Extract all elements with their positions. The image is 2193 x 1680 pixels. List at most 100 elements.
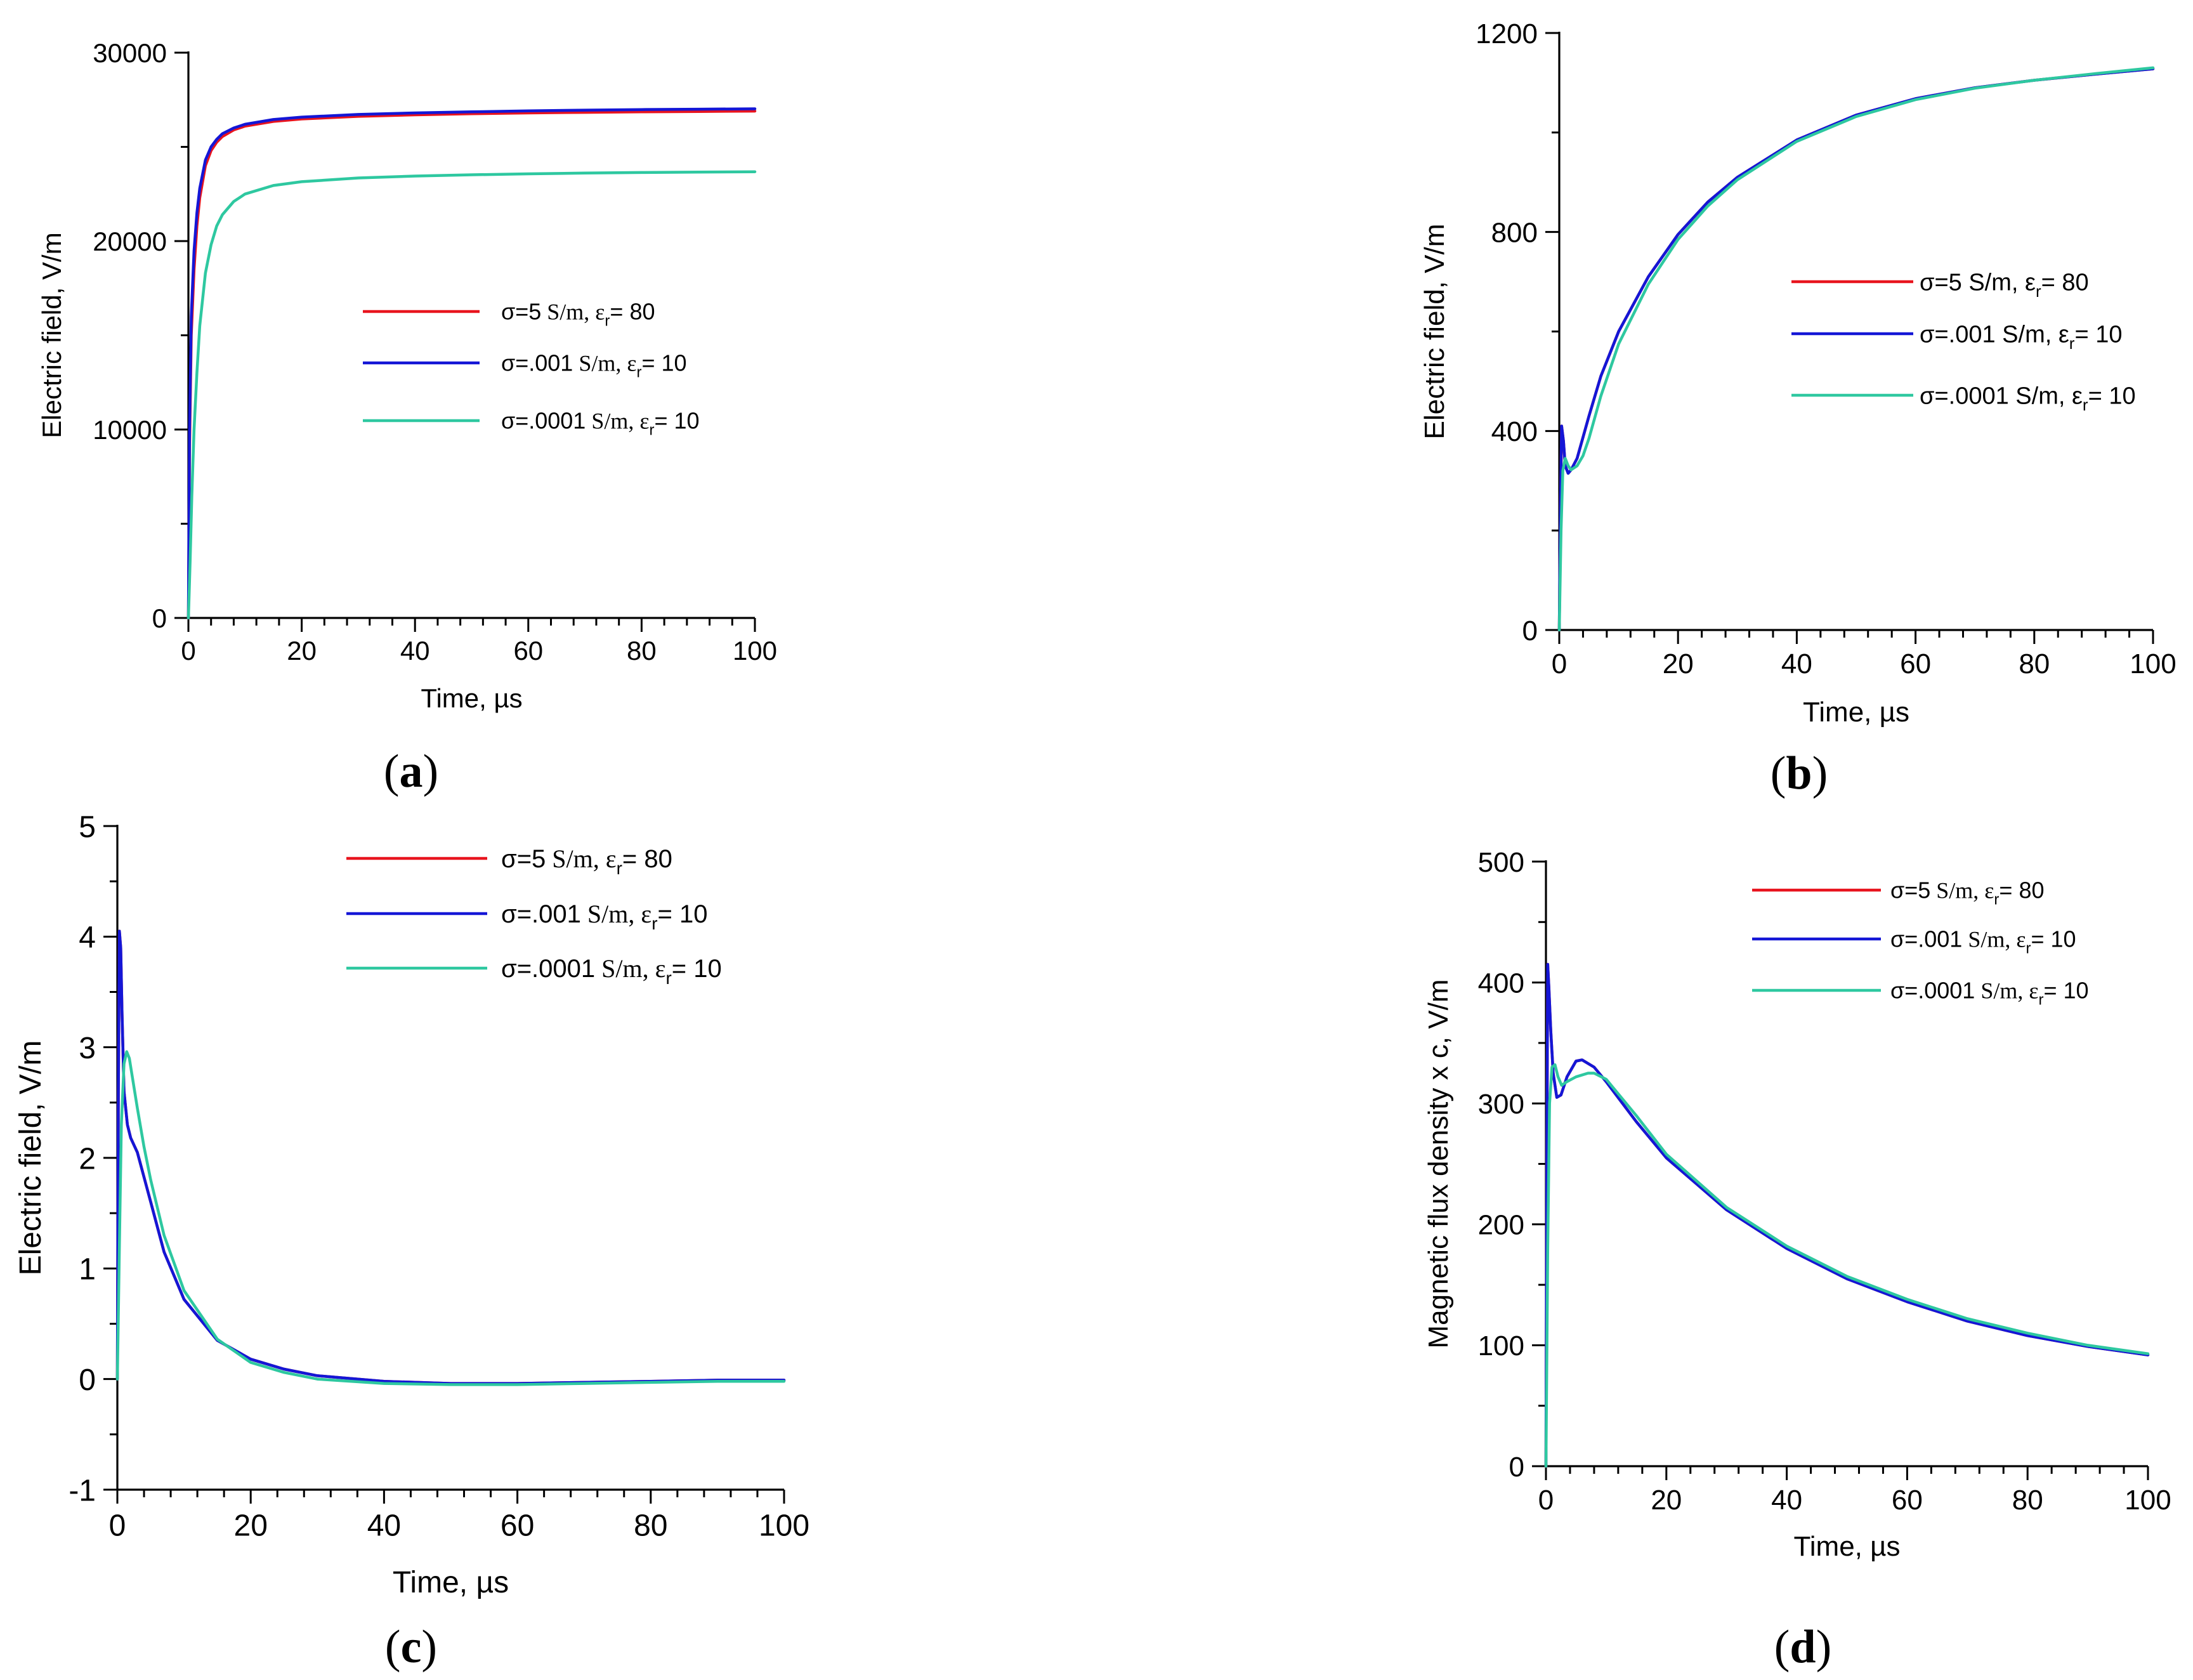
y-tick-label: -1	[69, 1474, 96, 1507]
panel-label-open: (	[385, 1621, 401, 1673]
legend-symbol: σ=.0001	[1920, 383, 2009, 409]
x-tick-label: 0	[181, 636, 195, 666]
y-tick-label: 200	[1478, 1210, 1524, 1241]
panel-label-close: )	[423, 745, 439, 797]
y-tick-label: 0	[152, 603, 167, 633]
legend-value: = 10	[655, 408, 700, 434]
x-tick-label: 40	[400, 636, 430, 666]
panel-label-open: (	[1774, 1621, 1790, 1673]
legend-subscript: r	[2069, 334, 2075, 353]
legend-entry-2: σ=.001 S/m, εr= 10	[1890, 926, 2076, 957]
panel-label: (c)	[385, 1621, 437, 1673]
legend-subscript: r	[1994, 891, 1999, 909]
x-tick-label: 40	[367, 1509, 401, 1542]
legend-subscript: r	[636, 364, 641, 381]
x-tick-label: 60	[513, 636, 543, 666]
panel-label-letter: c	[401, 1621, 422, 1673]
x-tick-label: 80	[2019, 648, 2050, 679]
x-tick-label: 40	[1771, 1485, 1802, 1516]
legend-subscript: r	[2026, 940, 2031, 957]
y-tick-label: 0	[79, 1363, 96, 1397]
legend-symbol: σ=.001	[1920, 321, 1996, 348]
legend: σ=5 S/m, εr= 80σ=.001 S/m, εr= 10σ=.0001…	[1752, 877, 2089, 1009]
y-tick-label: 4	[79, 921, 96, 955]
legend-entry-3: σ=.0001 S/m, εr= 10	[501, 408, 700, 439]
chart-panel-d: 0 20 40 60 80 100 0 100 200 300 400 500 Time, µs Magn…	[1423, 847, 2171, 1673]
x-axis-title: Time, µs	[1803, 697, 1909, 728]
legend-value: = 80	[610, 299, 655, 325]
x-tick-label: 0	[1538, 1485, 1554, 1516]
panel-label-close: )	[1812, 747, 1828, 799]
x-tick-label: 60	[1892, 1485, 1923, 1516]
legend-unit: S/m, ε	[1996, 321, 2069, 348]
y-tick-label: 400	[1491, 416, 1538, 447]
legend-subscript: r	[617, 858, 622, 878]
x-tick-label: 80	[2012, 1485, 2043, 1516]
panel-label-letter: d	[1790, 1621, 1816, 1673]
y-tick-label: 20000	[93, 226, 167, 256]
chart-panel-c: 0 20 40 60 80 100 -1 0 1 2 3 4 5 Time, µs Electric fie…	[14, 810, 809, 1673]
series-line-3	[115, 1050, 786, 1386]
legend-unit: S/m, ε	[581, 900, 651, 928]
legend-subscript: r	[651, 914, 657, 933]
legend-subscript: r	[665, 968, 671, 988]
legend: σ=5 S/m, εr= 80σ=.001 S/m, εr= 10σ=.0001…	[346, 844, 722, 988]
legend-value: = 10	[658, 900, 708, 928]
x-tick-label: 20	[234, 1509, 268, 1542]
x-tick-label: 80	[634, 1509, 667, 1542]
y-tick-label: 5	[79, 810, 96, 844]
legend-value: = 10	[2044, 978, 2089, 1004]
legend-value: = 10	[641, 350, 686, 376]
legend: σ=5 S/m, εr= 80σ=.001 S/m, εr= 10σ=.0001…	[363, 299, 700, 439]
legend-unit: S/m, ε	[546, 844, 616, 873]
legend-symbol: σ=.0001	[501, 408, 586, 434]
panel-label-close: )	[1816, 1621, 1832, 1673]
x-axis-title: Time, µs	[1794, 1531, 1901, 1562]
series-line-2	[115, 929, 786, 1385]
legend-unit: S/m, ε	[586, 409, 649, 434]
legend: σ=5 S/m, εr= 80σ=.001 S/m, εr= 10σ=.0001…	[1791, 269, 2136, 414]
legend-symbol: σ=5	[501, 845, 546, 873]
series-line-1	[1557, 67, 2155, 632]
y-axis-title: Electric field, V/m	[1419, 224, 1450, 440]
legend-symbol: σ=5	[1890, 877, 1930, 903]
series-line-2	[1544, 962, 2150, 1468]
y-tick-label: 3	[79, 1032, 96, 1065]
x-tick-label: 60	[501, 1509, 534, 1542]
legend-entry-2: σ=.001 S/m, εr= 10	[501, 900, 707, 933]
x-tick-label: 20	[1651, 1485, 1682, 1516]
y-tick-label: 2	[79, 1142, 96, 1176]
x-tick-label: 100	[759, 1509, 809, 1542]
legend-entry-3: σ=.0001 S/m, εr= 10	[501, 954, 722, 988]
legend-unit: S/m, ε	[541, 299, 605, 325]
series-line-1	[115, 929, 786, 1385]
legend-value: = 80	[1999, 877, 2044, 903]
legend-value: = 10	[672, 955, 722, 983]
series-line-2	[187, 107, 757, 620]
x-tick-label: 40	[1781, 648, 1812, 679]
x-tick-label: 60	[1900, 648, 1931, 679]
legend-subscript: r	[2083, 395, 2088, 414]
panel-label-open: (	[1771, 747, 1786, 799]
x-tick-label: 80	[627, 636, 657, 666]
x-tick-label: 100	[2130, 648, 2176, 679]
panel-label: (b)	[1771, 747, 1828, 799]
y-axis-title: Electric field, V/m	[14, 1040, 48, 1276]
y-axis-title: Magnetic flux density x c, V/m	[1423, 980, 1454, 1349]
legend-unit: S/m, ε	[595, 954, 665, 983]
y-tick-label: 10000	[93, 415, 167, 445]
legend-unit: S/m, ε	[1962, 269, 2036, 296]
x-tick-label: 100	[733, 636, 777, 666]
x-tick-label: 100	[2124, 1485, 2171, 1516]
legend-unit: S/m, ε	[2009, 383, 2083, 409]
x-axis-title: Time, µs	[393, 1566, 509, 1599]
legend-entry-2: σ=.001 S/m, εr= 10	[1920, 321, 2122, 353]
legend-entry-3: σ=.0001 S/m, εr= 10	[1890, 978, 2089, 1009]
legend-value: = 10	[2088, 383, 2136, 409]
legend-unit: S/m, ε	[1975, 978, 2038, 1004]
legend-entry-2: σ=.001 S/m, εr= 10	[501, 350, 687, 381]
legend-unit: S/m, ε	[1930, 878, 1994, 903]
legend-subscript: r	[605, 313, 610, 330]
legend-symbol: σ=.001	[1890, 926, 1962, 952]
